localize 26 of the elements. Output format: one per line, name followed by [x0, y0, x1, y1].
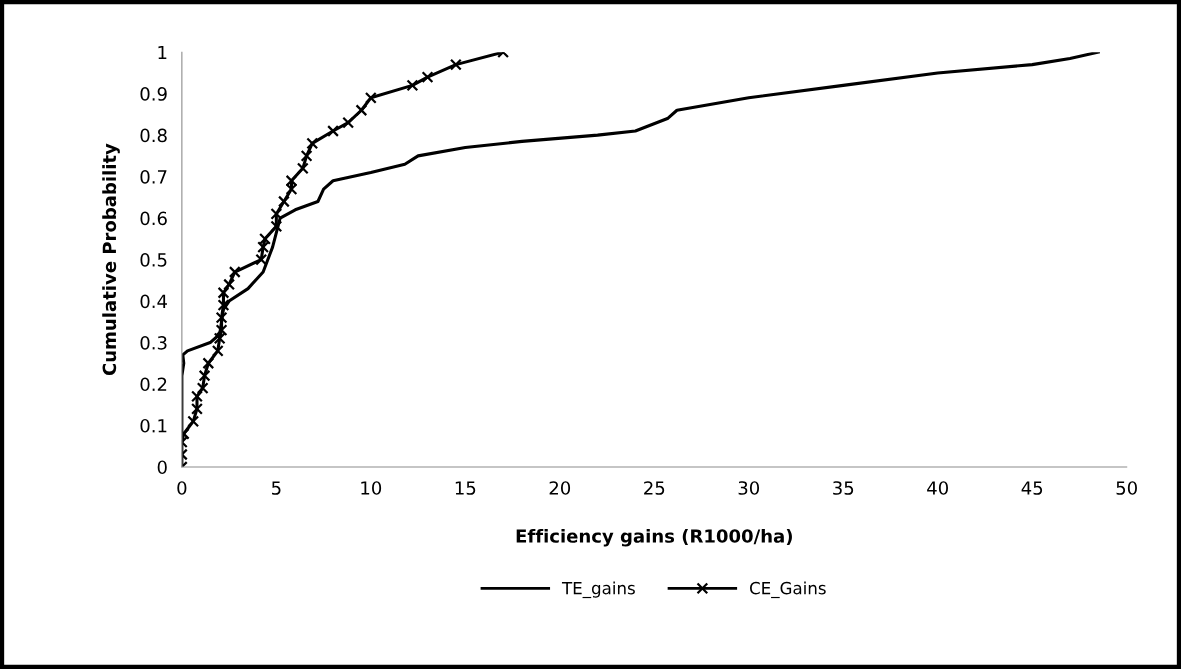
y-tick-label: 0: [157, 460, 167, 475]
x-tick-label: 20: [549, 481, 571, 495]
x-tick-label: 10: [361, 481, 382, 495]
x-tick-label: 35: [833, 481, 854, 495]
y-tick-label: 0.4: [140, 294, 167, 309]
legend-label: CE_Gains: [749, 581, 826, 599]
y-tick-label: 0.1: [140, 418, 167, 433]
x-tick-label: 15: [455, 481, 476, 495]
y-tick-label: 0.3: [140, 335, 167, 350]
y-tick-label: 0.6: [140, 211, 167, 226]
x-axis-title: Efficiency gains (R1000/ha): [516, 528, 792, 547]
y-axis-title: Cumulative Probability: [102, 143, 120, 376]
x-tick-label: 0: [177, 481, 187, 495]
y-tick-label: 0.5: [140, 253, 167, 267]
x-tick-label: 40: [927, 481, 948, 495]
x-tick-label: 45: [1021, 481, 1043, 495]
y-tick-label: 1: [158, 45, 167, 60]
legend-label: TE_gains: [561, 581, 635, 599]
y-tick-label: 0.2: [140, 377, 167, 392]
x-tick-label: 30: [738, 481, 760, 495]
y-tick-label: 0.8: [140, 128, 167, 143]
x-tick-label: 5: [272, 481, 281, 495]
y-tick-label: 0.9: [140, 87, 167, 101]
x-tick-label: 50: [1116, 481, 1137, 495]
y-tick-label: 0.7: [140, 170, 167, 184]
x-tick-label: 25: [644, 481, 665, 495]
